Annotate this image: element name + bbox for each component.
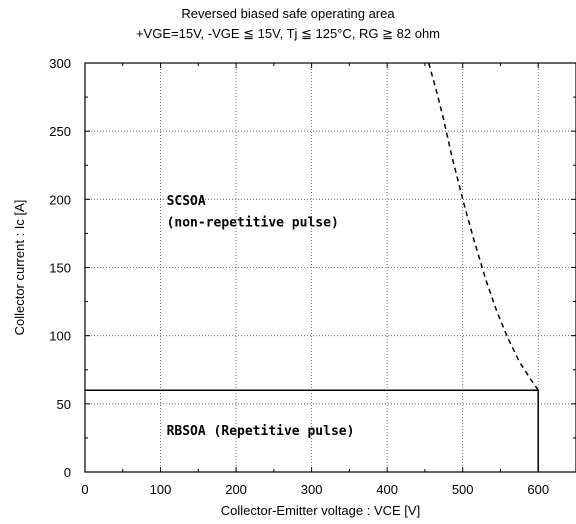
rbsoa-boundary-line [85, 389, 539, 472]
chart-subtitle: +VGE=15V, -VGE ≦ 15V, Tj ≦ 125°C, RG ≧ 8… [135, 26, 441, 41]
chart-title: Reversed biased safe operating area [181, 6, 395, 21]
y-axis-label: Collector current : Ic [A] [12, 200, 27, 336]
x-tick-label: 200 [225, 482, 247, 497]
annotation-label: SCSOA [167, 194, 206, 209]
y-tick-label: 100 [49, 329, 71, 344]
grid-lines [85, 63, 576, 472]
x-axis-label: Collector-Emitter voltage : VCE [V] [221, 503, 420, 518]
scsoa-boundary-line [427, 62, 539, 391]
x-tick-label: 100 [150, 482, 172, 497]
x-tick-label: 500 [452, 482, 474, 497]
x-tick-label: 600 [527, 482, 549, 497]
annotation-label: (non-repetitive pulse) [167, 216, 339, 231]
y-tick-label: 200 [49, 192, 71, 207]
x-tick-label: 0 [81, 482, 88, 497]
annotation-layer: SCSOA (non-repetitive pulse) RBSOA (Repeti… [167, 194, 355, 439]
y-tick-label: 150 [49, 261, 71, 276]
y-tick-label: 300 [49, 56, 71, 71]
tick-layer: 0 100 200 300 400 500 600 0 50 100 150 200 250 300 [49, 56, 576, 497]
y-tick-label: 250 [49, 124, 71, 139]
y-tick-label: 50 [57, 397, 71, 412]
x-tick-label: 400 [376, 482, 398, 497]
y-tick-label: 0 [64, 465, 71, 480]
series-layer [85, 62, 539, 472]
annotation-label: RBSOA (Repetitive pulse) [167, 424, 355, 439]
x-tick-label: 300 [301, 482, 323, 497]
